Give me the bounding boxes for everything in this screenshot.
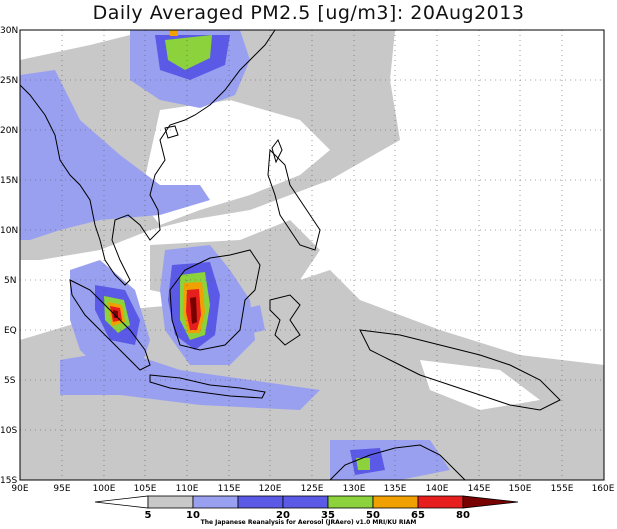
map-frame — [19, 29, 605, 481]
colorbar-swatch — [282, 495, 329, 509]
coastline-borneo — [169, 249, 261, 351]
colorbar-swatch — [327, 495, 374, 509]
lon-label: 140E — [426, 484, 449, 494]
colorbar-level-label: 50 — [366, 510, 380, 521]
colorbar-level-label: 20 — [276, 510, 290, 521]
lon-label: 100E — [93, 484, 116, 494]
lon-label: 130E — [343, 484, 366, 494]
darkred-patch-borneo — [190, 297, 197, 324]
map-title: Daily Averaged PM2.5 [ug/m3]: 20Aug2013 — [92, 2, 525, 24]
lat-label: 10S — [0, 426, 17, 436]
blue-band-indochina — [20, 70, 210, 240]
coastline-java — [149, 374, 266, 399]
lat-label: 20N — [0, 126, 18, 136]
coastline-sumatra — [69, 279, 151, 371]
lon-label: 155E — [551, 484, 574, 494]
coastline-new-guinea — [359, 329, 561, 411]
colorbar-level-label: 5 — [145, 510, 152, 521]
lon-label: 125E — [301, 484, 324, 494]
coastline-asia — [20, 30, 276, 286]
lat-label: 30N — [0, 26, 18, 36]
coastline-sulawesi — [269, 294, 301, 346]
lat-label: 5S — [4, 376, 16, 386]
lon-label: 90E — [11, 484, 28, 494]
blue-band-east — [240, 305, 265, 335]
green-patch-timor — [356, 458, 370, 470]
colorbar-swatch — [147, 495, 194, 509]
lon-label: 160E — [592, 484, 615, 494]
lat-label: 15N — [0, 176, 18, 186]
latitude-labels: 30N 25N 20N 15N 10N 5N EQ 5S 10S 15S — [0, 26, 18, 486]
lon-label: 120E — [259, 484, 282, 494]
colorbar: 5 10 20 35 50 65 80 — [94, 495, 519, 521]
credit-line: The Japanese Reanalysis for Aerosol (JRA… — [200, 519, 417, 526]
colorbar-upper-arrow — [462, 495, 519, 509]
lat-label: 5N — [4, 276, 16, 286]
colorbar-lower-arrow — [94, 495, 149, 509]
colorbar-swatch — [192, 495, 239, 509]
lat-label: 10N — [0, 226, 18, 236]
lon-label: 115E — [218, 484, 241, 494]
lon-label: 110E — [176, 484, 199, 494]
lat-label: EQ — [4, 326, 17, 336]
longitude-labels: 90E 95E 100E 105E 110E 115E 120E 125E 13… — [11, 484, 614, 494]
green-patch-china — [165, 35, 212, 70]
lon-label: 135E — [384, 484, 407, 494]
lon-label: 145E — [468, 484, 491, 494]
coastlines — [20, 30, 561, 480]
lat-label: 15S — [0, 476, 17, 486]
colorbar-level-label: 65 — [411, 510, 425, 521]
colorbar-swatch — [372, 495, 419, 509]
lat-label: 25N — [0, 76, 18, 86]
colorbar-level-label: 80 — [456, 510, 470, 521]
lon-label: 95E — [53, 484, 70, 494]
lon-label: 150E — [509, 484, 532, 494]
coastline-hainan — [164, 125, 179, 139]
colorbar-swatch — [237, 495, 284, 509]
colorbar-level-label: 10 — [186, 510, 200, 521]
orange-patch-china — [170, 30, 178, 36]
coastline-philippines — [267, 148, 321, 251]
darkred-patch-sumatra — [113, 310, 118, 318]
clean-air-java-sea — [420, 360, 540, 410]
coastline-taiwan — [271, 138, 283, 164]
lon-label: 105E — [134, 484, 157, 494]
colorbar-level-label: 35 — [321, 510, 335, 521]
coastline-australia — [329, 444, 466, 480]
colorbar-swatch — [417, 495, 464, 509]
